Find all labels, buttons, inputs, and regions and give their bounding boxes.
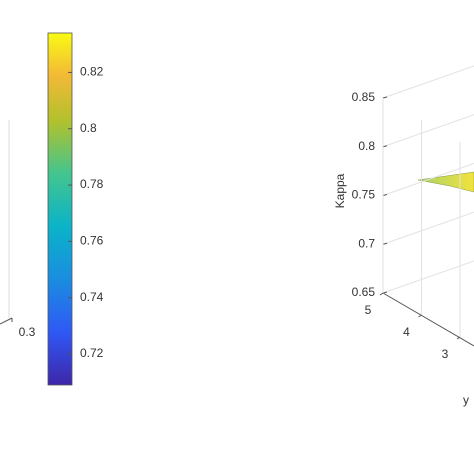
left-axis-edge (0, 317, 13, 325)
y-tick-label: 3 (442, 347, 449, 361)
y-tick (379, 292, 384, 296)
grid-line (382, 211, 474, 245)
colorbar (47, 32, 73, 386)
grid-line (382, 260, 474, 294)
grid-line (382, 163, 474, 196)
colorbar-tick-label: 0.78 (80, 177, 104, 191)
colorbar-tick-label: 0.72 (80, 346, 104, 360)
y-tick (418, 314, 422, 318)
z-tick-label: 0.75 (352, 188, 376, 202)
x-tick-label: 0.3 (19, 325, 36, 339)
y-axis-label: y (463, 393, 469, 407)
colorbar-tick-label: 0.74 (80, 290, 104, 304)
y-axis (382, 292, 474, 347)
z-tick (382, 194, 388, 196)
y-tick-label: 5 (365, 303, 372, 317)
z-tick (382, 242, 388, 245)
z-tick-label: 0.65 (352, 285, 376, 299)
grid-line (382, 114, 474, 148)
grid-line (382, 65, 474, 99)
z-tick-label: 0.8 (358, 139, 375, 153)
surface (417, 171, 474, 193)
y-tick (456, 336, 461, 340)
z-tick (382, 145, 388, 148)
colorbar-tick-label: 0.82 (80, 65, 104, 79)
z-axis-label: Kappa (333, 173, 347, 208)
z-tick (382, 96, 388, 99)
colorbar-tick-label: 0.8 (80, 121, 97, 135)
y-tick-label: 4 (403, 325, 410, 339)
z-tick-label: 0.85 (352, 90, 376, 104)
z-tick-label: 0.7 (358, 236, 375, 250)
z-tick (382, 291, 388, 294)
colorbar-tick-label: 0.76 (80, 234, 104, 248)
